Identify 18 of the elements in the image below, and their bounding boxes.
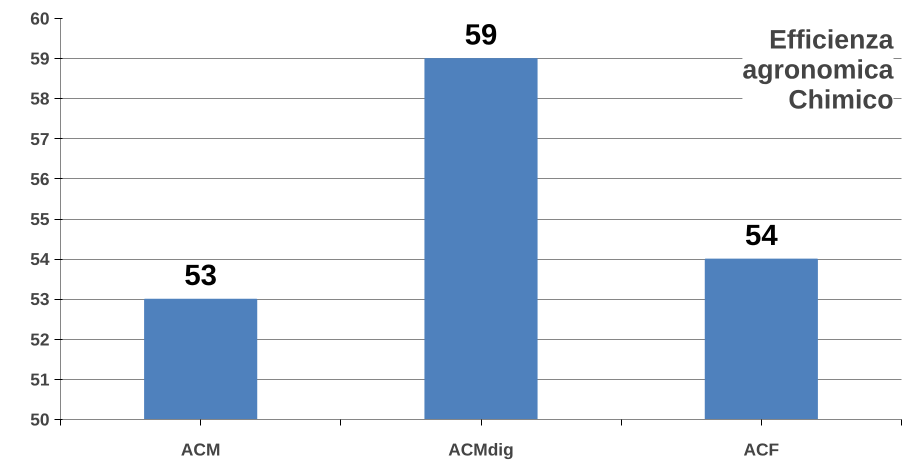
data-label: 53	[184, 259, 217, 292]
y-tick-label: 59	[30, 48, 50, 69]
y-tick-label: 51	[30, 369, 50, 390]
data-label: 59	[464, 18, 498, 52]
y-tick-label: 56	[30, 168, 50, 189]
y-tick-label: 55	[30, 209, 50, 229]
data-label: 54	[745, 219, 778, 252]
x-tick-label: ACMdig	[448, 440, 514, 460]
y-tick-label: 53	[30, 289, 50, 310]
y-tick-label: 52	[30, 329, 50, 350]
y-tick-label: 60	[30, 8, 50, 28]
y-tick-label: 54	[30, 249, 50, 270]
x-tick-label: ACF	[744, 440, 780, 460]
y-tick-label: 50	[30, 410, 50, 430]
x-tick-label: ACM	[180, 440, 220, 460]
text: Efficienza agronomica Chimico	[742, 24, 894, 114]
y-tick-label: 58	[30, 88, 50, 109]
y-tick-label: 57	[30, 128, 50, 149]
